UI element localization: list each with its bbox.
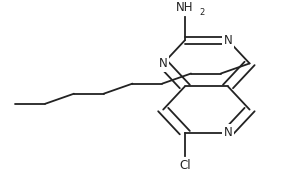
Text: NH: NH	[176, 1, 194, 14]
Text: 2: 2	[199, 8, 204, 17]
Text: N: N	[223, 126, 232, 139]
Text: N: N	[159, 57, 168, 70]
Text: N: N	[223, 34, 232, 47]
Text: Cl: Cl	[179, 159, 191, 172]
